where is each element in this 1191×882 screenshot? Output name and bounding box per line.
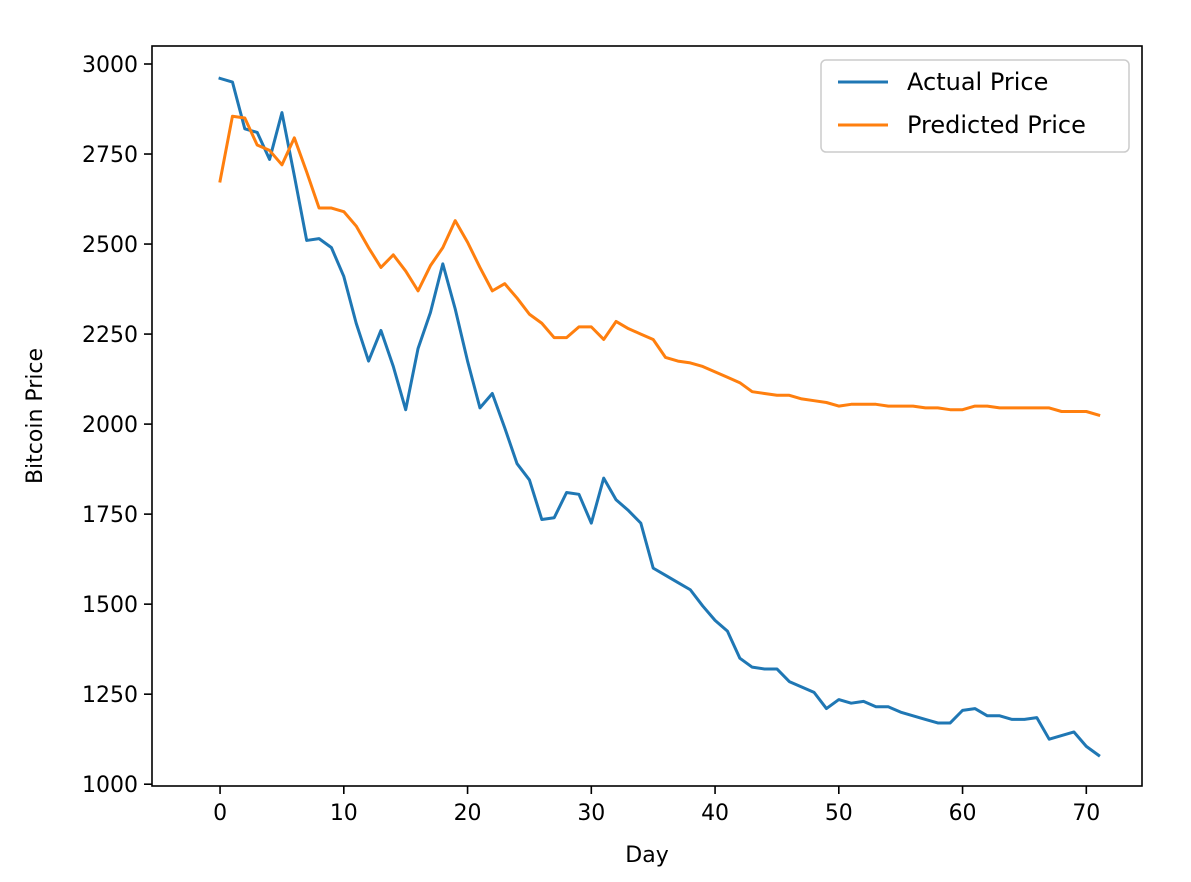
y-tick-label: 2500: [82, 233, 138, 258]
x-tick-label: 50: [825, 801, 853, 826]
x-tick-label: 0: [213, 801, 227, 826]
legend-box: [820, 59, 1130, 153]
x-tick-label: 70: [1072, 801, 1100, 826]
x-tick-label: 60: [949, 801, 977, 826]
y-tick-label: 2000: [82, 413, 138, 438]
y-tick-label: 3000: [82, 53, 138, 78]
x-tick-label: 10: [330, 801, 358, 826]
series-line-predicted-price: [218, 114, 1101, 417]
y-axis-ticks: 1000 1250 1500 1750 2000 2250 2500 2750 3000: [82, 53, 152, 798]
x-axis-ticks: 0 10 20 30 40 50 60 70: [213, 786, 1100, 826]
y-tick-label: 1250: [82, 683, 138, 708]
y-tick-label: 1500: [82, 593, 138, 618]
series-line-actual-price: [218, 76, 1101, 758]
y-tick-label: 1000: [82, 773, 138, 798]
legend-label-predicted-price: Predicted Price: [907, 111, 1086, 139]
x-tick-label: 20: [454, 801, 482, 826]
legend: Actual Price Predicted Price: [820, 59, 1130, 153]
legend-label-actual-price: Actual Price: [907, 68, 1048, 96]
y-axis-label: Bitcoin Price: [23, 348, 48, 484]
series-layer: [218, 76, 1101, 758]
x-tick-label: 30: [577, 801, 605, 826]
plot-frame: [151, 45, 1143, 787]
x-tick-label: 40: [701, 801, 729, 826]
y-tick-label: 2750: [82, 143, 138, 168]
plot-background: [152, 46, 1142, 786]
x-axis-label: Day: [625, 843, 668, 868]
y-tick-label: 2250: [82, 323, 138, 348]
y-tick-label: 1750: [82, 503, 138, 528]
